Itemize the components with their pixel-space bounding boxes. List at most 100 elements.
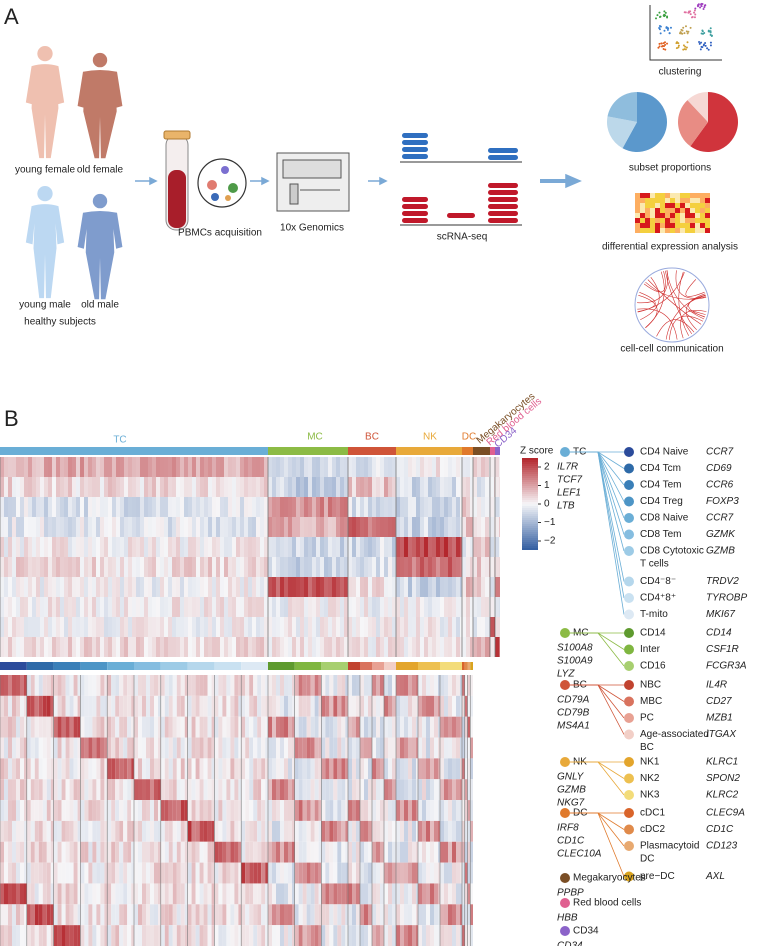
heatmap-cell <box>456 675 460 696</box>
heatmap-cell <box>39 675 43 696</box>
mini-heat-cell <box>660 228 665 233</box>
heatmap-cell <box>104 517 108 537</box>
heatmap-cell <box>372 497 376 517</box>
heatmap-cell <box>337 800 341 821</box>
heatmap-cell <box>192 863 196 884</box>
heatmap-cell <box>462 477 466 497</box>
heatmap-cell <box>228 497 232 517</box>
heatmap-cell <box>428 617 432 637</box>
heatmap-cell <box>64 617 68 637</box>
heatmap-cell <box>131 800 134 821</box>
cluster-dot <box>698 41 700 43</box>
heatmap-cell <box>280 717 284 738</box>
heatmap-cell <box>321 904 325 925</box>
heatmap-cell <box>337 717 341 738</box>
heatmap-cell <box>60 537 64 557</box>
heatmap-cell <box>173 800 177 821</box>
subset-dot <box>624 628 634 638</box>
heatmap-cell <box>440 842 444 863</box>
heatmap-cell <box>32 497 36 517</box>
subset-gene: SPON2 <box>706 773 740 784</box>
heatmap-cell <box>284 497 288 517</box>
heatmap-cell <box>165 779 169 800</box>
heatmap-cell <box>196 696 200 717</box>
heatmap-cell <box>72 497 76 517</box>
heatmap-cell <box>436 497 440 517</box>
heatmap-cell <box>188 925 192 946</box>
cluster-dot <box>660 32 662 34</box>
heatmap-cell <box>12 617 16 637</box>
heatmap-cell <box>39 696 43 717</box>
heatmap-cell <box>222 779 226 800</box>
heatmap-cell <box>325 717 329 738</box>
heatmap-cell <box>51 904 54 925</box>
heatmap-cell <box>345 717 348 738</box>
heatmap-cell <box>384 617 388 637</box>
heatmap-cell <box>280 577 284 597</box>
heatmap-cell <box>36 617 40 637</box>
heatmap-cell <box>164 457 168 477</box>
heatmap-cell <box>360 738 364 759</box>
heatmap-cell <box>408 925 412 946</box>
heatmap-cell <box>344 637 348 657</box>
heatmap-cell <box>268 842 272 863</box>
mini-heat-cell <box>650 198 655 203</box>
heatmap-cell <box>54 717 58 738</box>
heatmap-cell <box>465 883 468 904</box>
heatmap-cell <box>116 617 120 637</box>
heatmap-cell <box>124 557 128 577</box>
mini-heat-cell <box>675 203 680 208</box>
heatmap-cell <box>192 457 196 477</box>
heatmap-cell <box>312 577 316 597</box>
heatmap-cell <box>324 597 328 617</box>
mini-heat-cell <box>705 223 710 228</box>
heatmap-cell <box>12 637 16 657</box>
heatmap-cell <box>304 537 308 557</box>
subset-dot <box>624 513 634 523</box>
heatmap-cell <box>348 537 352 557</box>
heatmap-cell <box>412 675 416 696</box>
heatmap-cell <box>308 537 312 557</box>
heatmap-cell <box>272 557 276 577</box>
heatmap-cell <box>150 738 154 759</box>
heatmap-cell <box>396 758 400 779</box>
heatmap-cell <box>384 597 388 617</box>
heatmap-cell <box>276 637 280 657</box>
read <box>402 218 428 223</box>
heatmap-cell <box>256 577 260 597</box>
heatmap-cell <box>448 842 452 863</box>
heatmap-cell <box>123 904 127 925</box>
subset-gene: IL4R <box>706 680 727 691</box>
heatmap-cell <box>360 675 364 696</box>
heatmap-cell <box>140 637 144 657</box>
heatmap-cell <box>440 675 444 696</box>
heatmap-cell <box>47 738 51 759</box>
heatmap-cell <box>204 800 208 821</box>
heatmap-cell <box>177 717 181 738</box>
heatmap-cell <box>337 821 341 842</box>
heatmap-cell <box>228 637 232 657</box>
mini-heat-cell <box>640 203 645 208</box>
heatmap-cell <box>470 758 473 779</box>
heatmap-cell <box>245 821 249 842</box>
heatmap-cell <box>295 821 299 842</box>
heatmap-cell <box>292 779 295 800</box>
heatmap-cell <box>104 738 107 759</box>
heatmap-cell <box>420 637 424 657</box>
heatmap-cell <box>272 738 276 759</box>
heatmap-cell <box>344 537 348 557</box>
heatmap-cell <box>24 497 28 517</box>
heatmap-cell <box>35 925 39 946</box>
heatmap-cell <box>188 537 192 557</box>
heatmap-cell <box>196 883 200 904</box>
heatmap-cell <box>214 717 218 738</box>
colorbar-step <box>522 484 538 486</box>
heatmap-cell <box>462 925 465 946</box>
heatmap-cell <box>111 800 115 821</box>
heatmap-cell <box>321 675 325 696</box>
heatmap-cell <box>252 457 256 477</box>
subset-annotation <box>268 662 295 670</box>
heatmap-cell <box>66 883 70 904</box>
heatmap-cell <box>292 457 296 477</box>
heatmap-cell <box>146 821 150 842</box>
